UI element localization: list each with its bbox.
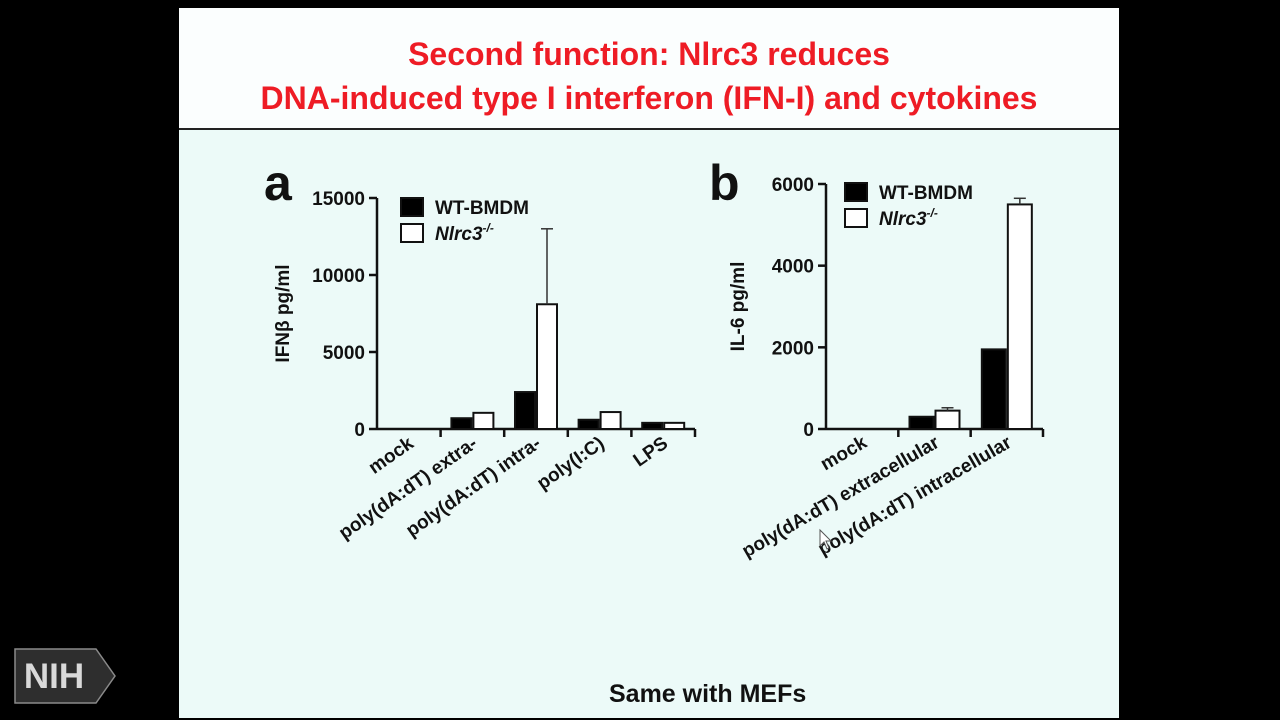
bar-ko bbox=[663, 421, 686, 430]
bar-wt bbox=[980, 348, 1007, 430]
cursor-icon bbox=[819, 528, 833, 550]
bar-ko bbox=[536, 303, 558, 431]
bar-ko bbox=[472, 411, 495, 430]
bar-ko bbox=[1006, 203, 1033, 430]
x-tick-label: LPS bbox=[630, 433, 672, 471]
bar-wt bbox=[514, 391, 536, 431]
y-tick-label: 4000 bbox=[772, 257, 814, 278]
x-tick-label: mock bbox=[817, 432, 871, 475]
panel-letter: a bbox=[264, 155, 293, 211]
legend-label: WT-BMDM bbox=[879, 183, 973, 204]
y-tick-label: 0 bbox=[803, 420, 814, 441]
legend-label: Nlrc3-/- bbox=[435, 221, 494, 245]
y-tick-label: 6000 bbox=[772, 175, 814, 196]
chart-panel-b: bIL-6 pg/ml0200040006000mockpoly(dA:dT) … bbox=[709, 155, 1045, 562]
title-band: Second function: Nlrc3 reduces DNA-induc… bbox=[179, 8, 1119, 130]
x-tick-label: mock bbox=[365, 433, 418, 479]
legend-swatch bbox=[844, 208, 868, 228]
bar-ko bbox=[599, 411, 622, 430]
nih-logo-text: NIH bbox=[24, 657, 84, 696]
slide-title-line-2: DNA-induced type I interferon (IFN-I) an… bbox=[260, 80, 1038, 116]
bar-wt bbox=[908, 415, 935, 430]
footer-note: Same with MEFs bbox=[609, 680, 807, 708]
legend-label: WT-BMDM bbox=[435, 198, 529, 219]
slide: Second function: Nlrc3 reduces DNA-induc… bbox=[179, 8, 1119, 718]
legend-swatch bbox=[844, 182, 868, 202]
bar-ko bbox=[934, 409, 961, 430]
legend-swatch bbox=[400, 223, 424, 243]
bar-wt bbox=[450, 417, 473, 431]
y-tick-label: 0 bbox=[354, 420, 365, 441]
x-tick-label: poly(I:C) bbox=[533, 433, 608, 494]
y-tick-label: 5000 bbox=[323, 343, 365, 364]
slide-title-line-1: Second function: Nlrc3 reduces bbox=[408, 36, 890, 72]
legend-swatch bbox=[400, 197, 424, 217]
bar-wt bbox=[577, 418, 600, 431]
y-tick-label: 15000 bbox=[312, 189, 365, 210]
bar-wt bbox=[641, 421, 664, 430]
y-tick-label: 2000 bbox=[772, 338, 814, 359]
panel-letter: b bbox=[709, 155, 740, 211]
nih-logo: NIH bbox=[14, 648, 116, 704]
y-tick-label: 10000 bbox=[312, 266, 365, 287]
y-axis-label: IFNβ pg/ml bbox=[273, 264, 294, 362]
y-axis-label: IL-6 pg/ml bbox=[728, 262, 749, 352]
legend-label: Nlrc3-/- bbox=[879, 206, 938, 230]
